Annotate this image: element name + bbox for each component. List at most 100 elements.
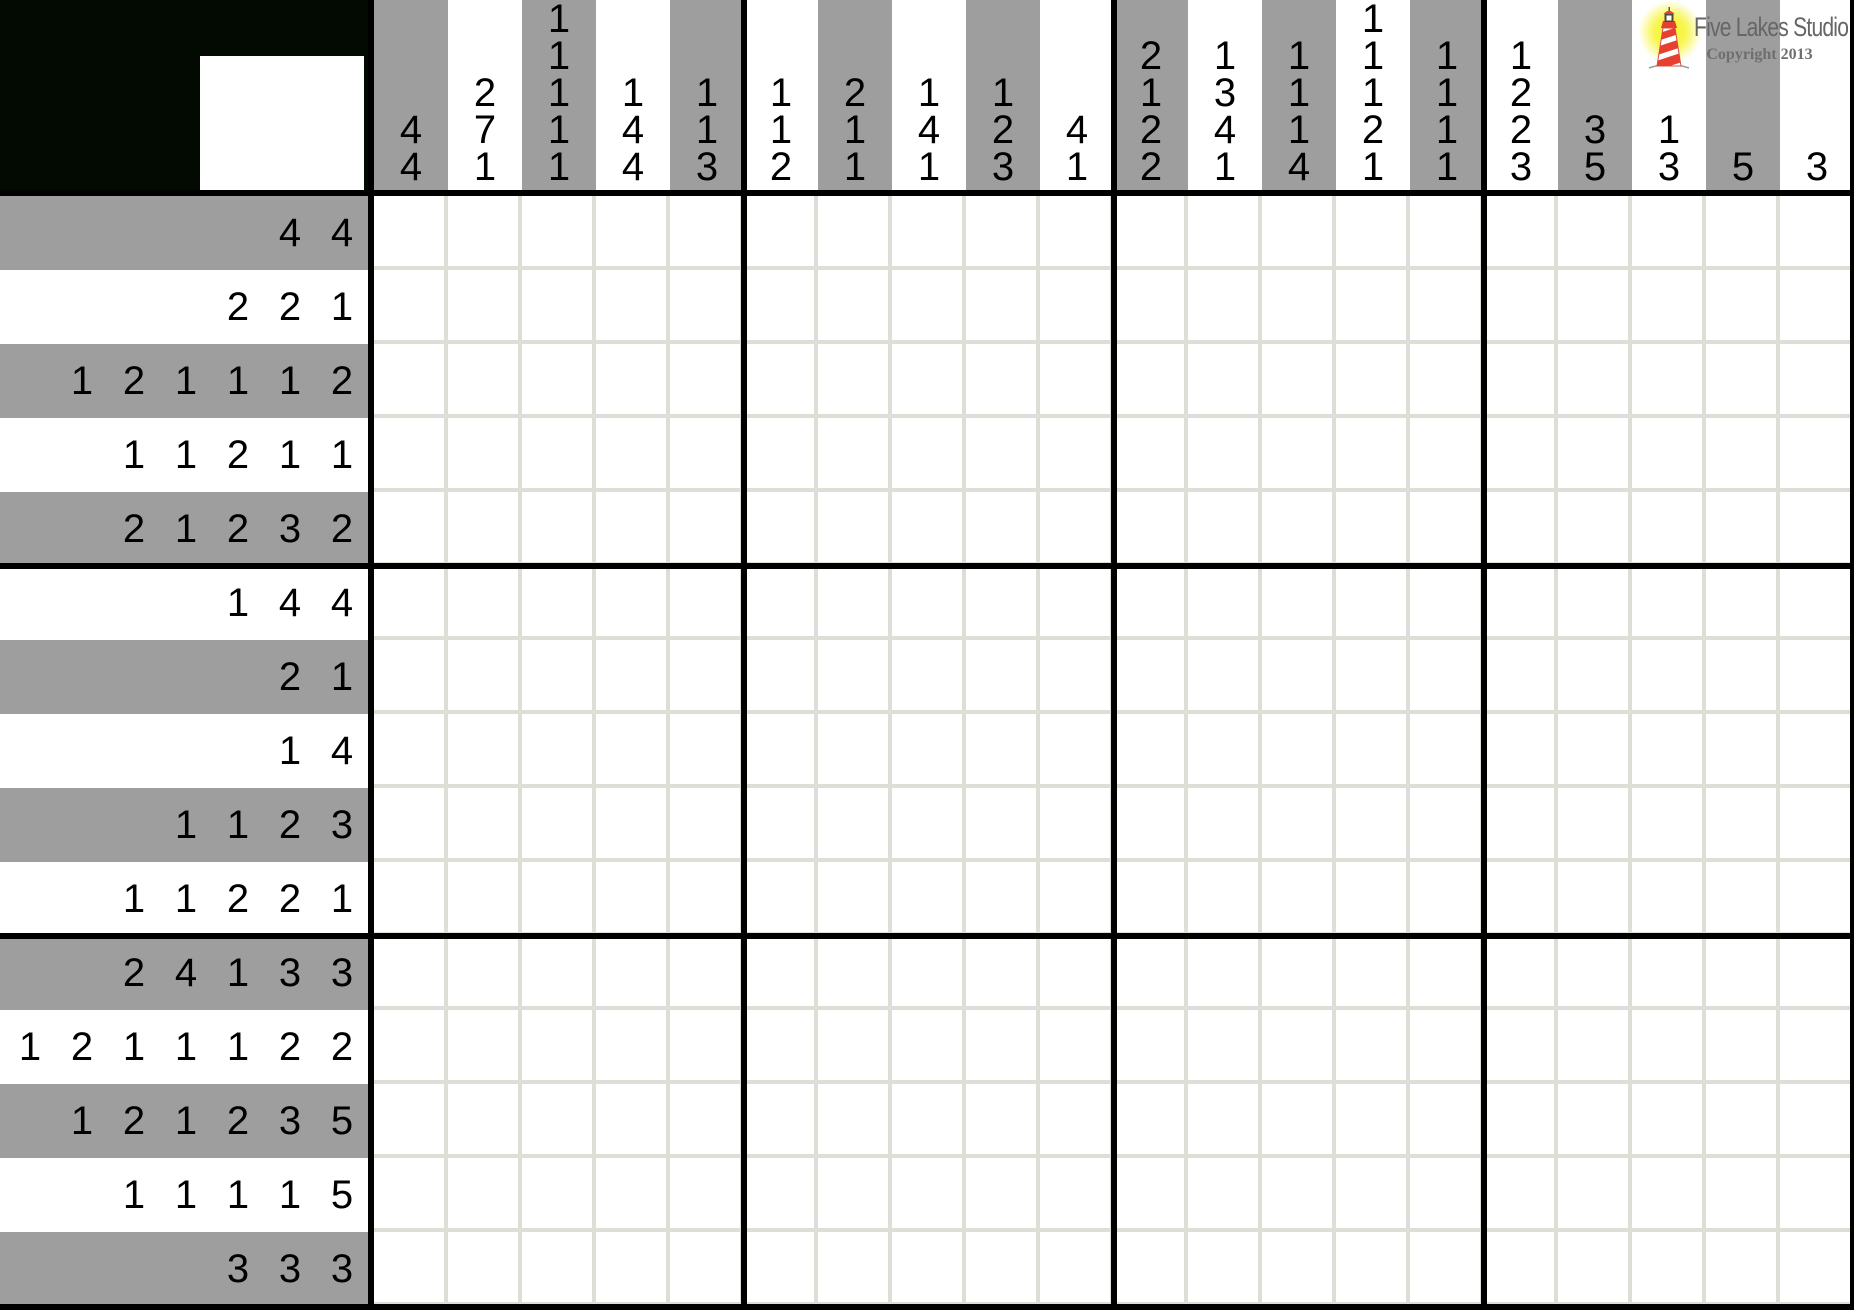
grid-cell[interactable] — [1262, 1084, 1336, 1158]
grid-cell[interactable] — [892, 714, 966, 788]
grid-cell[interactable] — [596, 418, 670, 492]
grid-cell[interactable] — [1706, 196, 1780, 270]
grid-cell[interactable] — [1558, 1158, 1632, 1232]
grid-cell[interactable] — [1558, 862, 1632, 936]
grid-cell[interactable] — [1040, 1158, 1114, 1232]
grid-cell[interactable] — [1706, 270, 1780, 344]
grid-cell[interactable] — [1484, 788, 1558, 862]
grid-cell[interactable] — [1336, 936, 1410, 1010]
grid-cell[interactable] — [966, 1010, 1040, 1084]
grid-cell[interactable] — [1188, 640, 1262, 714]
grid-cell[interactable] — [1780, 196, 1854, 270]
grid-cell[interactable] — [1780, 418, 1854, 492]
grid-cell[interactable] — [966, 714, 1040, 788]
grid-cell[interactable] — [1410, 566, 1484, 640]
grid-cell[interactable] — [1706, 1084, 1780, 1158]
grid-cell[interactable] — [1558, 418, 1632, 492]
grid-cell[interactable] — [596, 936, 670, 1010]
grid-cell[interactable] — [1336, 1232, 1410, 1306]
grid-cell[interactable] — [670, 270, 744, 344]
grid-cell[interactable] — [670, 344, 744, 418]
grid-cell[interactable] — [1040, 788, 1114, 862]
grid-cell[interactable] — [596, 344, 670, 418]
grid-cell[interactable] — [596, 640, 670, 714]
grid-cell[interactable] — [1780, 862, 1854, 936]
grid-cell[interactable] — [670, 492, 744, 566]
grid-cell[interactable] — [448, 196, 522, 270]
grid-cell[interactable] — [448, 1232, 522, 1306]
grid-cell[interactable] — [1780, 1232, 1854, 1306]
grid-cell[interactable] — [1336, 566, 1410, 640]
grid-cell[interactable] — [1632, 1010, 1706, 1084]
grid-cell[interactable] — [818, 270, 892, 344]
grid-cell[interactable] — [1410, 1158, 1484, 1232]
grid-cell[interactable] — [596, 714, 670, 788]
grid-cell[interactable] — [1558, 1232, 1632, 1306]
grid-cell[interactable] — [744, 1084, 818, 1158]
grid-cell[interactable] — [1632, 196, 1706, 270]
grid-cell[interactable] — [1114, 640, 1188, 714]
grid-cell[interactable] — [448, 936, 522, 1010]
grid-cell[interactable] — [1706, 640, 1780, 714]
grid-cell[interactable] — [596, 492, 670, 566]
grid-cell[interactable] — [1484, 1232, 1558, 1306]
grid-cell[interactable] — [1114, 714, 1188, 788]
grid-cell[interactable] — [966, 196, 1040, 270]
grid-cell[interactable] — [670, 862, 744, 936]
grid-cell[interactable] — [1114, 566, 1188, 640]
grid-cell[interactable] — [1262, 1232, 1336, 1306]
grid-cell[interactable] — [1780, 788, 1854, 862]
grid-cell[interactable] — [966, 418, 1040, 492]
grid-cell[interactable] — [374, 1232, 448, 1306]
grid-cell[interactable] — [1558, 566, 1632, 640]
grid-cell[interactable] — [596, 196, 670, 270]
grid-cell[interactable] — [966, 270, 1040, 344]
grid-cell[interactable] — [1780, 1084, 1854, 1158]
grid-cell[interactable] — [522, 788, 596, 862]
grid-cell[interactable] — [596, 566, 670, 640]
grid-cell[interactable] — [1632, 1232, 1706, 1306]
grid-cell[interactable] — [1114, 270, 1188, 344]
grid-cell[interactable] — [1780, 1158, 1854, 1232]
grid-cell[interactable] — [818, 1158, 892, 1232]
grid-cell[interactable] — [1410, 1084, 1484, 1158]
grid-cell[interactable] — [744, 418, 818, 492]
grid-cell[interactable] — [1188, 1232, 1262, 1306]
grid-cell[interactable] — [966, 1232, 1040, 1306]
grid-cell[interactable] — [1558, 936, 1632, 1010]
grid-cell[interactable] — [1262, 714, 1336, 788]
grid-cell[interactable] — [1188, 936, 1262, 1010]
grid-cell[interactable] — [1484, 1084, 1558, 1158]
grid-cell[interactable] — [1558, 492, 1632, 566]
grid-cell[interactable] — [1262, 492, 1336, 566]
grid-cell[interactable] — [892, 270, 966, 344]
grid-cell[interactable] — [1188, 270, 1262, 344]
grid-cell[interactable] — [818, 788, 892, 862]
grid-cell[interactable] — [1188, 1010, 1262, 1084]
grid-cell[interactable] — [966, 344, 1040, 418]
grid-cell[interactable] — [892, 196, 966, 270]
grid-cell[interactable] — [1188, 788, 1262, 862]
grid-cell[interactable] — [1484, 492, 1558, 566]
grid-cell[interactable] — [596, 1084, 670, 1158]
grid-cell[interactable] — [1706, 788, 1780, 862]
grid-cell[interactable] — [744, 714, 818, 788]
grid-cell[interactable] — [1410, 788, 1484, 862]
grid-cell[interactable] — [1114, 788, 1188, 862]
grid-cell[interactable] — [1706, 862, 1780, 936]
grid-cell[interactable] — [522, 1232, 596, 1306]
grid-cell[interactable] — [1336, 418, 1410, 492]
grid-cell[interactable] — [670, 640, 744, 714]
grid-cell[interactable] — [966, 566, 1040, 640]
grid-cell[interactable] — [522, 566, 596, 640]
grid-cell[interactable] — [596, 1010, 670, 1084]
grid-cell[interactable] — [522, 714, 596, 788]
grid-cell[interactable] — [892, 492, 966, 566]
grid-cell[interactable] — [1780, 714, 1854, 788]
grid-cell[interactable] — [966, 1158, 1040, 1232]
grid-cell[interactable] — [1336, 492, 1410, 566]
grid-cell[interactable] — [1040, 640, 1114, 714]
grid-cell[interactable] — [1410, 640, 1484, 714]
grid-cell[interactable] — [966, 1084, 1040, 1158]
grid-cell[interactable] — [744, 1010, 818, 1084]
